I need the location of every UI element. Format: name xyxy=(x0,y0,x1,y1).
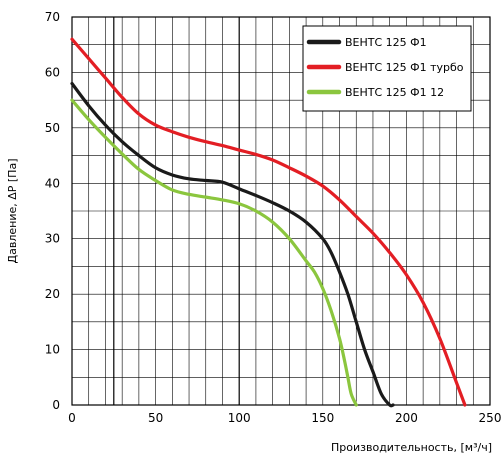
legend-label: ВЕНТС 125 Ф1 xyxy=(345,36,427,49)
x-tick-label: 200 xyxy=(395,411,418,425)
y-tick-label: 30 xyxy=(45,232,60,246)
y-axis-title: Давление, ΔР [Па] xyxy=(6,159,19,264)
x-tick-label: 100 xyxy=(228,411,251,425)
x-tick-label: 50 xyxy=(148,411,163,425)
y-tick-label: 50 xyxy=(45,121,60,135)
legend: ВЕНТС 125 Ф1 ВЕНТС 125 Ф1 турбо ВЕНТС 125 … xyxy=(302,25,472,112)
y-tick-labels: 0 10 20 30 40 50 60 70 xyxy=(45,10,60,412)
y-tick-label: 0 xyxy=(52,398,60,412)
x-tick-labels: 0 50 100 150 200 250 xyxy=(68,411,501,425)
series-line-2 xyxy=(70,37,467,407)
legend-label: ВЕНТС 125 Ф1 турбо xyxy=(345,61,464,74)
series-line-3 xyxy=(70,98,358,407)
legend-label: ВЕНТС 125 Ф1 12 xyxy=(345,86,444,99)
y-tick-label: 70 xyxy=(45,10,60,24)
plot-frame xyxy=(71,16,491,406)
x-tick-label: 150 xyxy=(311,411,334,425)
series-lines xyxy=(70,37,467,408)
series-line-1 xyxy=(70,81,395,408)
x-tick-label: 0 xyxy=(68,411,76,425)
y-tick-label: 60 xyxy=(45,65,60,79)
y-tick-label: 20 xyxy=(45,287,60,301)
x-tick-label: 250 xyxy=(479,411,501,425)
x-axis-title: Производительность, [м³/ч] xyxy=(331,441,492,454)
y-tick-label: 10 xyxy=(45,343,60,357)
y-tick-label: 40 xyxy=(45,176,60,190)
